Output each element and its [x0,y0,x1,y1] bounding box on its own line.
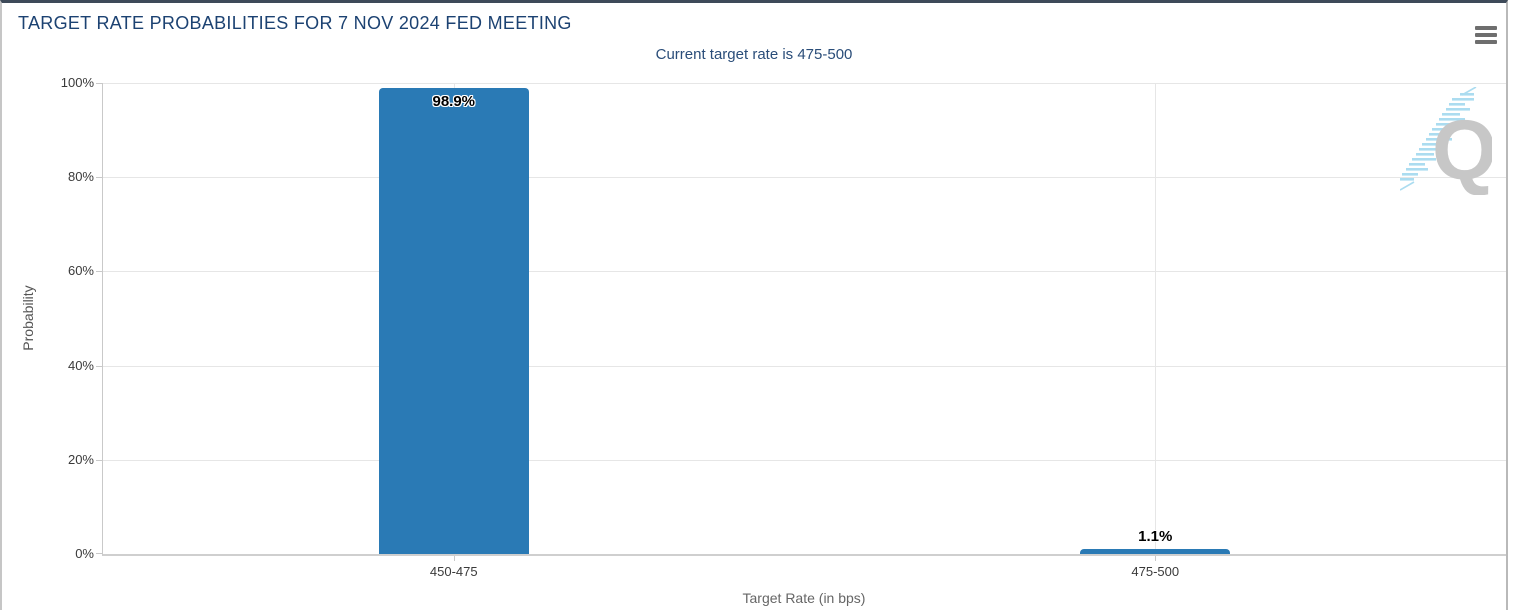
y-tick-mark [96,365,102,367]
x-category-label-2: 475-500 [1131,564,1180,579]
y-tick-mark [96,459,102,461]
hamburger-menu-icon [1475,26,1497,30]
y-tick-label-0: 0% [75,546,94,561]
bar-450-475[interactable]: 98.9% [378,88,529,554]
x-tick-mark [1155,556,1157,561]
gridline-100 [103,83,1506,84]
y-tick-label-60: 60% [67,263,94,278]
y-tick-label-40: 40% [67,358,94,373]
x-category-label-1: 450-475 [429,564,478,579]
y-tick-mark [96,83,102,84]
bar-data-label: 98.9% [432,93,476,111]
gridline-40 [103,365,1506,367]
y-tick-mark [96,271,102,273]
x-axis-title: Target Rate (in bps) [742,590,866,606]
bar-data-label: 1.1% [1138,527,1173,545]
y-tick-label-80: 80% [67,169,94,184]
gridline-60 [103,271,1506,273]
gridline-80 [103,177,1506,179]
gridline-cat-2 [1155,83,1157,554]
chart-subtitle: Current target rate is 475-500 [655,46,853,63]
bar-475-500[interactable]: 1.1% [1080,528,1231,554]
y-tick-label-20: 20% [67,452,94,467]
gridline-20 [103,459,1506,461]
y-tick-label-100: 100% [60,75,94,90]
y-tick-mark [96,553,102,554]
chart-title: TARGET RATE PROBABILITIES FOR 7 NOV 2024… [18,13,572,33]
x-tick-mark [453,556,455,561]
export-menu-button[interactable] [1474,23,1498,45]
y-tick-mark [96,177,102,179]
plot-area: 98.9% 1.1% 450-475 475-500 [96,83,1506,579]
y-axis-title: Probability [20,285,36,351]
